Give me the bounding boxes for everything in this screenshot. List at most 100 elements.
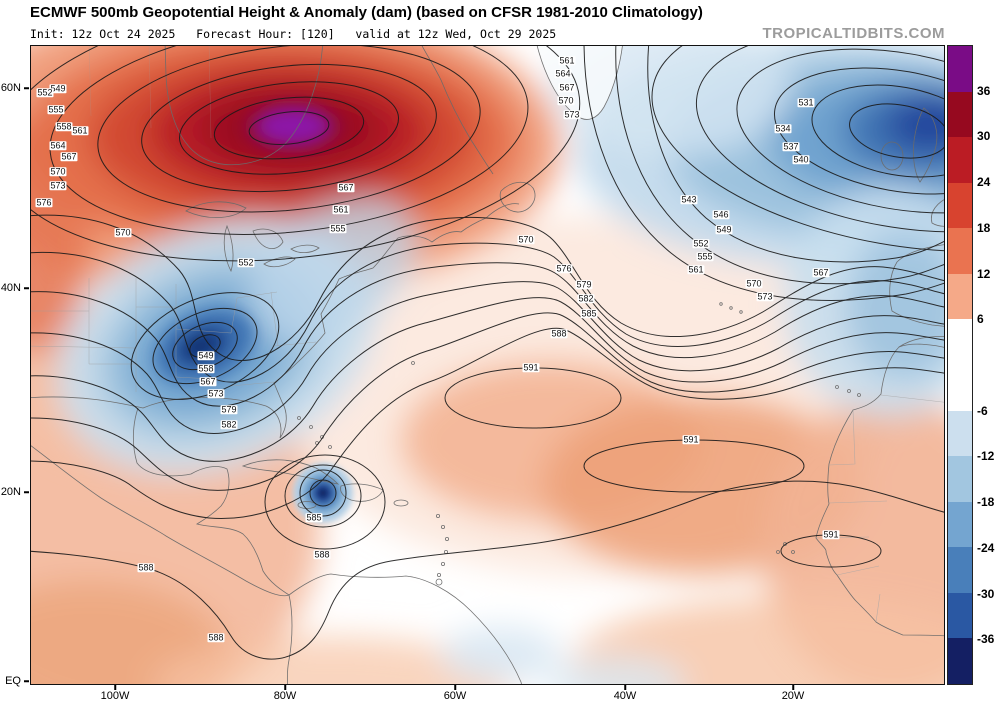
contour-label: 552 <box>692 238 710 249</box>
contour-label: 573 <box>49 180 67 191</box>
contour-label: 585 <box>580 308 598 319</box>
lat-axis: 60N 40N 20N EQ <box>0 45 30 687</box>
lat-tick <box>24 287 29 289</box>
lon-tick <box>114 685 116 690</box>
contour-label: 573 <box>756 291 774 302</box>
lat-tick-label: 20N <box>0 486 21 498</box>
contour-label: 573 <box>207 388 225 399</box>
contour-label: 555 <box>329 223 347 234</box>
lon-tick <box>454 685 456 690</box>
contour-label: 567 <box>199 376 217 387</box>
colorbar-labels: 36 30 24 18 12 6 -6 -12 -18 -24 -30 -36 <box>977 45 1000 685</box>
lon-tick <box>792 685 794 690</box>
colorbar-segment <box>948 46 972 92</box>
lon-tick-label: 100W <box>100 690 130 702</box>
site-watermark: TROPICALTIDBITS.COM <box>762 25 945 42</box>
contour-label: 558 <box>55 121 73 132</box>
contour-label: 588 <box>137 562 155 573</box>
lon-tick <box>284 685 286 690</box>
contour-label: 573 <box>563 109 581 120</box>
contour-label: 570 <box>517 234 535 245</box>
contour-label: 549 <box>197 350 215 361</box>
lon-tick-label: 80W <box>273 690 297 702</box>
colorbar-tick-label: 12 <box>977 266 991 281</box>
contour-label: 579 <box>220 404 238 415</box>
colorbar-segment <box>948 456 972 502</box>
anomaly-field <box>31 46 944 684</box>
colorbar-tick-label: 30 <box>977 129 991 144</box>
lat-tick-label: EQ <box>5 675 21 687</box>
contour-label: 546 <box>712 209 730 220</box>
lat-tick-label: 40N <box>0 282 21 294</box>
contour-label: 591 <box>682 434 700 445</box>
colorbar-tick-label: -24 <box>977 540 995 555</box>
contour-label: 540 <box>792 154 810 165</box>
contour-label: 564 <box>49 140 67 151</box>
contour-label: 555 <box>696 251 714 262</box>
contour-label: 579 <box>575 279 593 290</box>
colorbar-tick-label: 36 <box>977 83 991 98</box>
colorbar-segment <box>948 319 972 411</box>
contour-label: 561 <box>558 55 576 66</box>
lat-tick <box>24 491 29 493</box>
contour-label: 567 <box>337 182 355 193</box>
colorbar-tick-label: -6 <box>977 403 988 418</box>
contour-label: 576 <box>555 263 573 274</box>
state-borders <box>31 46 944 623</box>
colorbar-segment <box>948 638 972 684</box>
contour-label: 537 <box>782 141 800 152</box>
contour-label: 549 <box>49 83 67 94</box>
lon-tick-label: 40W <box>613 690 637 702</box>
colorbar <box>947 45 973 685</box>
contour-label: 570 <box>114 227 132 238</box>
contour-label: 558 <box>197 363 215 374</box>
colorbar-tick-label: 18 <box>977 220 991 235</box>
contour-label: 570 <box>745 278 763 289</box>
contour-label: 561 <box>332 204 350 215</box>
colorbar-tick-label: -30 <box>977 586 995 601</box>
contour-label: 582 <box>577 293 595 304</box>
colorbar-segment <box>948 547 972 593</box>
contour-label: 549 <box>715 224 733 235</box>
contour-label: 555 <box>47 104 65 115</box>
colorbar-segment <box>948 137 972 183</box>
lat-tick-label: 60N <box>0 82 21 94</box>
contour-label: 567 <box>812 267 830 278</box>
colorbar-segment <box>948 501 972 548</box>
lat-tick <box>24 680 29 682</box>
contour-label: 588 <box>207 632 225 643</box>
contour-label: 534 <box>774 123 792 134</box>
contour-label: 564 <box>554 68 572 79</box>
colorbar-tick-label: 6 <box>977 312 984 327</box>
contour-label: 567 <box>60 151 78 162</box>
subtitle-row: Init: 12z Oct 24 2025 Forecast Hour: [12… <box>30 25 945 42</box>
map-svg <box>31 46 944 684</box>
contour-label: 582 <box>220 419 238 430</box>
colorbar-segment <box>948 273 972 320</box>
colorbar-tick-label: -12 <box>977 449 995 464</box>
contour-label: 543 <box>680 194 698 205</box>
lat-tick <box>24 87 29 89</box>
lon-tick <box>624 685 626 690</box>
contour-label: 561 <box>71 125 89 136</box>
init-forecast-info: Init: 12z Oct 24 2025 Forecast Hour: [12… <box>30 27 557 41</box>
chart-title: ECMWF 500mb Geopotential Height & Anomal… <box>30 4 703 21</box>
contour-lines <box>31 46 944 660</box>
contour-label: 552 <box>237 257 255 268</box>
lon-axis: 100W 80W 60W 40W 20W <box>30 685 945 705</box>
colorbar-tick-label: -36 <box>977 632 995 647</box>
colorbar-segment <box>948 91 972 138</box>
lon-tick-label: 20W <box>781 690 805 702</box>
lon-tick-label: 60W <box>443 690 467 702</box>
colorbar-tick-label: 24 <box>977 175 991 190</box>
colorbar-tick-label: -18 <box>977 495 995 510</box>
colorbar-segment <box>948 228 972 274</box>
contour-label: 531 <box>797 97 815 108</box>
contour-label: 552 <box>36 87 54 98</box>
contour-label: 591 <box>822 529 840 540</box>
contour-label: 570 <box>557 95 575 106</box>
contour-label: 588 <box>313 549 331 560</box>
map: 549 552 555 558 561 564 567 570 573 576 570 561 564 5… <box>30 45 945 685</box>
contour-label: 591 <box>522 362 540 373</box>
